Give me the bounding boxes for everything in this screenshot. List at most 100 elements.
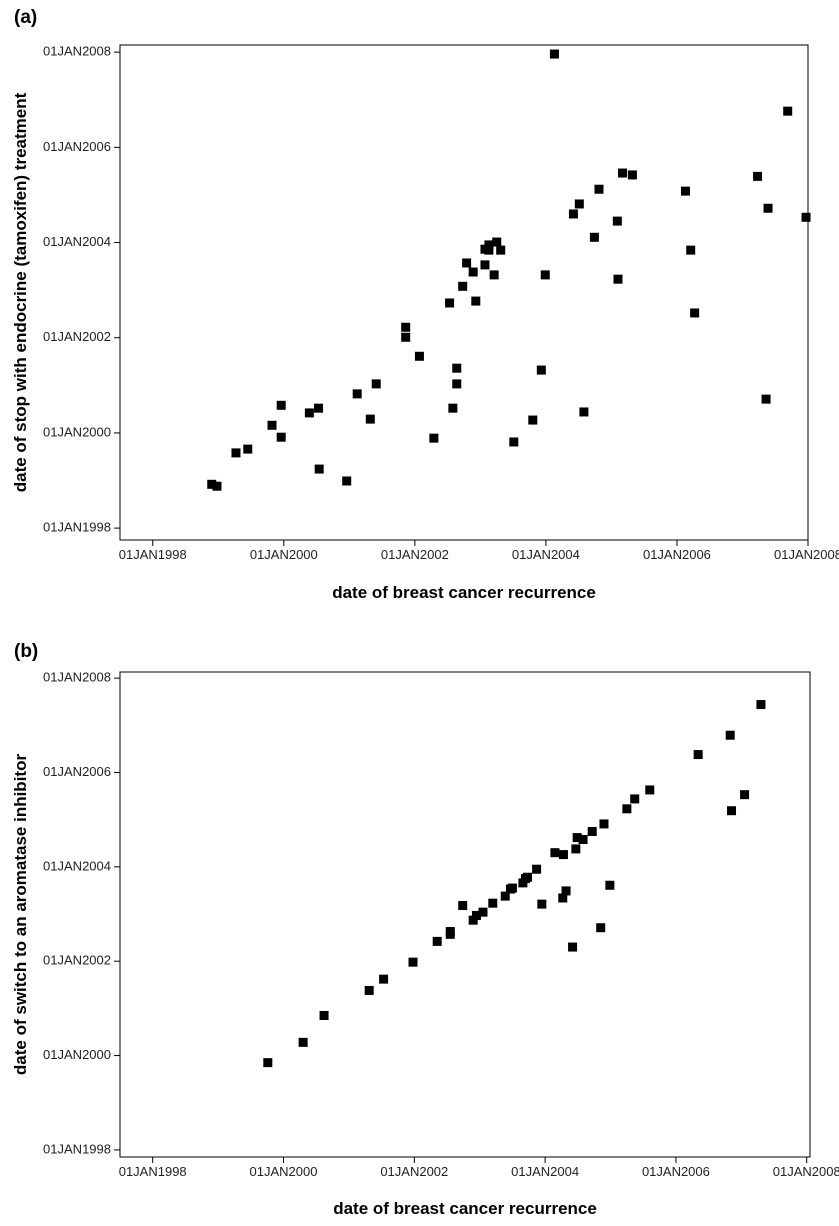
point xyxy=(578,834,588,844)
point xyxy=(532,864,542,874)
point xyxy=(727,806,737,816)
point xyxy=(432,936,442,946)
point xyxy=(478,907,488,917)
x-axis-label: date of breast cancer recurrence xyxy=(332,583,596,602)
point xyxy=(783,106,793,116)
point xyxy=(561,886,571,896)
point xyxy=(558,850,568,860)
point xyxy=(725,730,735,740)
y-tick-label: 01JAN1998 xyxy=(43,1141,111,1156)
point xyxy=(630,794,640,804)
x-tick-label: 01JAN2002 xyxy=(380,1164,448,1179)
point xyxy=(690,308,700,318)
point xyxy=(587,826,597,836)
point xyxy=(263,1058,273,1068)
x-tick-label: 01JAN2004 xyxy=(511,1164,579,1179)
y-tick-label: 01JAN2000 xyxy=(43,1047,111,1062)
point xyxy=(207,479,217,489)
point xyxy=(579,407,589,417)
point xyxy=(507,883,517,893)
point xyxy=(371,379,381,389)
point xyxy=(471,296,481,306)
point xyxy=(471,910,481,920)
point xyxy=(468,915,478,925)
point xyxy=(364,985,374,995)
y-tick-label: 01JAN2008 xyxy=(43,44,111,59)
point xyxy=(763,203,773,213)
point xyxy=(342,476,352,486)
point xyxy=(401,322,411,332)
point xyxy=(484,240,494,250)
y-axis-label: date of stop with endocrine (tamoxifen) … xyxy=(11,92,30,492)
point xyxy=(558,893,568,903)
x-tick-label: 01JAN2000 xyxy=(250,547,318,562)
point xyxy=(589,232,599,242)
x-tick-label: 01JAN1998 xyxy=(119,547,187,562)
point xyxy=(492,237,502,247)
point xyxy=(756,700,766,710)
point xyxy=(401,332,411,342)
point xyxy=(496,245,506,255)
point xyxy=(612,216,622,226)
point xyxy=(572,833,582,843)
point xyxy=(599,819,609,829)
point xyxy=(627,170,637,180)
point xyxy=(276,432,286,442)
point xyxy=(680,186,690,196)
point xyxy=(522,872,532,882)
point xyxy=(618,168,628,178)
point xyxy=(761,394,771,404)
x-tick-label: 01JAN2006 xyxy=(643,547,711,562)
point xyxy=(452,363,462,373)
y-tick-label: 01JAN2006 xyxy=(43,139,111,154)
y-tick-label: 01JAN2002 xyxy=(43,953,111,968)
y-axis-label: date of switch to an aromatase inhibitor xyxy=(11,754,30,1076)
panel-title: (b) xyxy=(14,641,38,662)
x-tick-label: 01JAN2008 xyxy=(773,1164,839,1179)
point xyxy=(314,464,324,474)
x-tick-label: 01JAN2000 xyxy=(250,1164,318,1179)
point xyxy=(458,901,468,911)
y-tick-label: 01JAN2004 xyxy=(43,858,111,873)
point xyxy=(352,389,362,399)
point xyxy=(319,1010,329,1020)
point xyxy=(462,258,472,268)
point xyxy=(445,298,455,308)
y-tick-label: 01JAN2000 xyxy=(43,424,111,439)
point xyxy=(622,804,632,814)
y-tick-label: 01JAN2002 xyxy=(43,329,111,344)
point xyxy=(468,267,478,277)
point xyxy=(231,448,241,458)
point xyxy=(276,400,286,410)
point xyxy=(574,199,584,209)
point xyxy=(536,365,546,375)
point xyxy=(452,379,462,389)
point xyxy=(267,420,277,430)
point xyxy=(537,899,547,909)
x-axis-label: date of breast cancer recurrence xyxy=(333,1199,597,1218)
point xyxy=(445,926,455,936)
point xyxy=(753,171,763,181)
point xyxy=(379,974,389,984)
panel-title: (a) xyxy=(14,7,37,28)
x-tick-label: 01JAN2006 xyxy=(642,1164,710,1179)
point xyxy=(740,790,750,800)
point xyxy=(686,245,696,255)
point xyxy=(549,49,559,59)
point xyxy=(596,923,606,933)
point xyxy=(528,415,538,425)
point xyxy=(509,437,519,447)
y-tick-label: 01JAN2006 xyxy=(43,764,111,779)
point xyxy=(594,184,604,194)
point xyxy=(314,403,324,413)
y-tick-label: 01JAN1998 xyxy=(43,520,111,535)
point xyxy=(613,274,623,284)
y-tick-label: 01JAN2008 xyxy=(43,670,111,685)
plot-frame xyxy=(119,671,811,1158)
point xyxy=(550,848,560,858)
x-tick-label: 01JAN2008 xyxy=(774,547,839,562)
point xyxy=(801,212,811,222)
point xyxy=(243,444,253,454)
point xyxy=(645,785,655,795)
point xyxy=(212,481,222,491)
